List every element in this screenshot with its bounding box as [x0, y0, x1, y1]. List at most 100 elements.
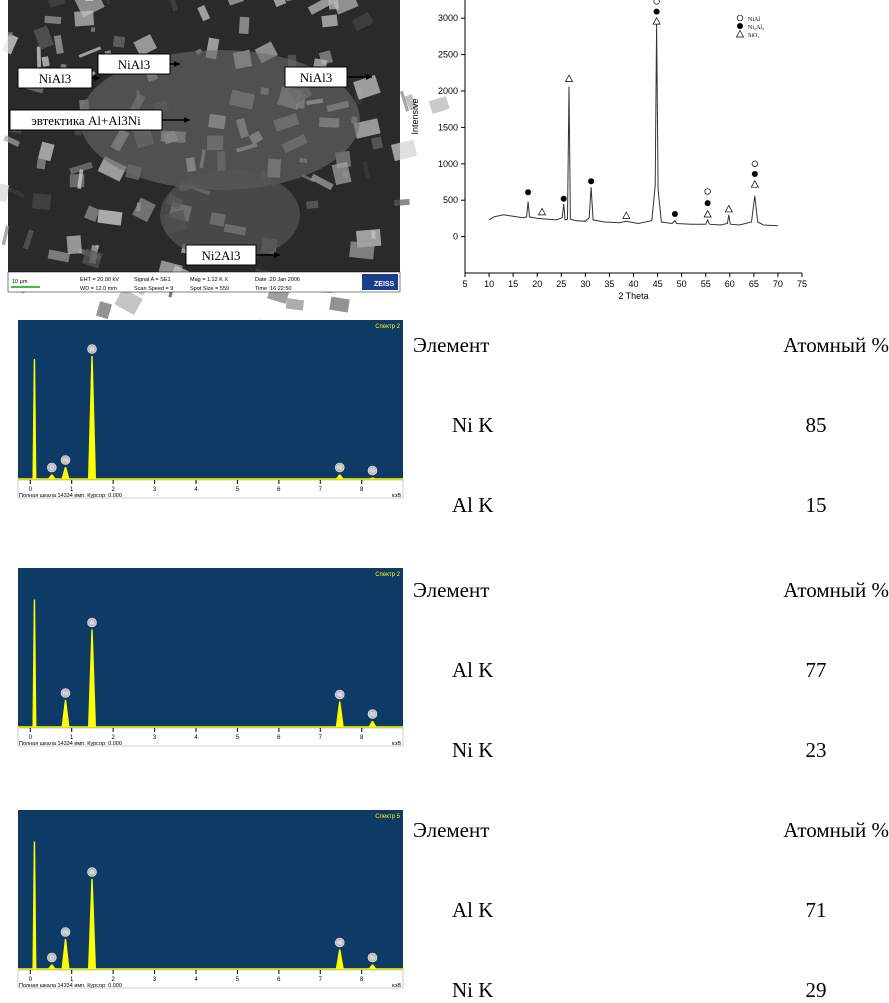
spectrum-title: Спектр 2	[375, 572, 400, 578]
marker-dot	[705, 200, 711, 206]
y-tick-label: 3000	[438, 13, 458, 23]
peak-label: Ni	[337, 941, 342, 947]
peak-label: Al	[90, 347, 94, 353]
peak-label: Ni	[370, 712, 375, 718]
spectrum-footer: Полная шкала 14334 имп. Курсор: 0.000	[19, 493, 122, 499]
legend-symbol	[737, 15, 743, 21]
sem-footer-text: 10 µm	[12, 279, 28, 285]
sem-footer-text: EHT = 20.00 kV	[80, 277, 119, 283]
table-value: 23	[806, 738, 827, 762]
sem-grain	[113, 36, 126, 48]
marker-triangle	[751, 181, 758, 188]
sem-grain	[37, 158, 46, 169]
sem-grain	[371, 231, 375, 239]
sem-grain	[74, 10, 94, 26]
sem-label: NiAl3	[39, 71, 72, 86]
x-tick-label: 35	[604, 279, 614, 289]
sem-label: эвтектика Al+Al3Ni	[31, 113, 141, 128]
sem-grain	[0, 183, 9, 202]
marker-dot	[525, 189, 531, 195]
marker-dot	[752, 171, 758, 177]
sem-footer-text: ZEISS	[374, 281, 395, 288]
eds-spectrum: 012345678ONiAlNiNiСпектр 5Полная шкала 1…	[18, 810, 403, 989]
spectrum-footer: Полная шкала 14334 имп. Курсор: 0.000	[19, 983, 122, 989]
peak-label: Ni	[63, 691, 68, 697]
marker-triangle	[565, 75, 572, 82]
sem-grain	[95, 245, 99, 249]
marker-triangle	[704, 211, 711, 218]
legend-label: Ni₂Al₃	[748, 25, 764, 31]
legend-label: SiO₂	[748, 33, 759, 39]
x-tick-label: 25	[556, 279, 566, 289]
marker-dot	[588, 178, 594, 184]
x-tick-label: 20	[532, 279, 542, 289]
table-element: Ni K	[452, 413, 493, 437]
eds-spectrum: 012345678ONiAlNiNiСпектр 2Полная шкала 1…	[18, 320, 403, 499]
x-tick-label: 30	[580, 279, 590, 289]
x-tick-label: 45	[653, 279, 663, 289]
table-value: 29	[806, 978, 827, 1002]
sem-footer-text: Spot Size = 559	[190, 286, 229, 292]
table-element: Ni K	[452, 738, 493, 762]
peak-label: Ni	[370, 469, 375, 475]
marker-circle	[654, 0, 660, 4]
table-value: 85	[806, 413, 827, 437]
y-tick-label: 500	[443, 195, 458, 205]
sem-grain	[91, 27, 96, 32]
marker-dot	[561, 196, 567, 202]
table-value: 77	[806, 658, 827, 682]
peak-label: Al	[90, 621, 94, 627]
x-axis-label: 2 Theta	[618, 291, 648, 301]
y-axis-label: Intensive	[410, 98, 420, 134]
sem-label: Ni2Al3	[202, 248, 241, 263]
peak-label: Al	[90, 870, 94, 876]
sem-grain	[67, 235, 82, 254]
x-tick-label: 65	[749, 279, 759, 289]
peak-label: Ni	[63, 930, 68, 936]
peak-label: O	[50, 956, 54, 962]
sem-grain	[37, 47, 41, 68]
sem-label: NiAl3	[300, 70, 333, 85]
sem-grain	[32, 193, 51, 210]
legend-symbol	[737, 23, 743, 29]
table-value: 71	[806, 898, 827, 922]
sem-grain	[286, 298, 304, 311]
marker-triangle	[539, 208, 546, 215]
sem-footer-text: Mag = 1.12 K X	[190, 277, 228, 283]
table-element: Al K	[452, 658, 493, 682]
y-tick-label: 1500	[438, 122, 458, 132]
sem-footer-text: Signal A = SE1	[134, 277, 171, 283]
peak-label: Ni	[370, 956, 375, 962]
table-header: Атомный %	[783, 333, 889, 357]
spectrum-unit: кэВ	[392, 983, 401, 989]
sem-grain	[349, 241, 375, 259]
marker-dot	[654, 9, 660, 15]
sem-grain	[329, 297, 350, 313]
sem-grain	[44, 16, 61, 24]
spectrum-background	[18, 320, 403, 480]
table-element: Al K	[452, 493, 493, 517]
marker-triangle	[725, 205, 732, 212]
sem-grain	[306, 201, 318, 209]
spectrum-unit: кэВ	[392, 741, 401, 747]
sem-grain	[239, 17, 250, 34]
spectrum-background	[18, 810, 403, 970]
xrd-line	[489, 24, 778, 226]
y-tick-label: 2000	[438, 86, 458, 96]
sem-grain	[328, 0, 339, 10]
marker-circle	[752, 161, 758, 167]
spectrum-unit: кэВ	[392, 493, 401, 499]
x-tick-label: 60	[725, 279, 735, 289]
x-tick-label: 50	[677, 279, 687, 289]
table-element: Al K	[452, 898, 493, 922]
table-header: Элемент	[413, 333, 489, 357]
y-tick-label: 2500	[438, 50, 458, 60]
y-tick-label: 1000	[438, 159, 458, 169]
x-tick-label: 40	[628, 279, 638, 289]
marker-triangle	[653, 18, 660, 25]
